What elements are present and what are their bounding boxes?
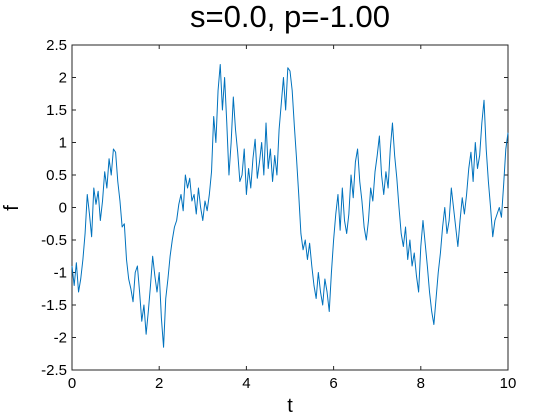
plot-frame: [71, 44, 509, 371]
y-tick-label: -2.5: [41, 362, 67, 379]
y-tick-label: 0.5: [46, 167, 67, 184]
x-axis-label: t: [287, 395, 293, 417]
y-tick-label: -1: [54, 265, 67, 282]
x-tick-label: 6: [329, 375, 337, 392]
y-tick-label: -0.5: [41, 232, 67, 249]
y-tick-label: 1: [59, 135, 67, 152]
y-tick-label: 0: [59, 200, 67, 217]
y-axis-label: f: [1, 205, 23, 211]
chart-title: s=0.0, p=-1.00: [190, 0, 390, 34]
x-tick-label: 0: [68, 375, 76, 392]
series-line: [71, 64, 509, 348]
x-tick-label: 10: [500, 375, 517, 392]
y-tick-label: 1.5: [46, 102, 67, 119]
y-tick-label: 2: [59, 70, 67, 87]
x-tick-label: 8: [417, 375, 425, 392]
y-tick-label: -1.5: [41, 297, 67, 314]
plot-area: 0 2 4 6 8 10 2.5 2 1.5 1 0.5 0 -0.5 -1 -1.5 -2 -2.5: [41, 37, 516, 392]
x-tick-label: 4: [242, 375, 250, 392]
y-tick-label: 2.5: [46, 37, 67, 54]
x-tick-label: 2: [155, 375, 163, 392]
y-tick-label: -2: [54, 330, 67, 347]
